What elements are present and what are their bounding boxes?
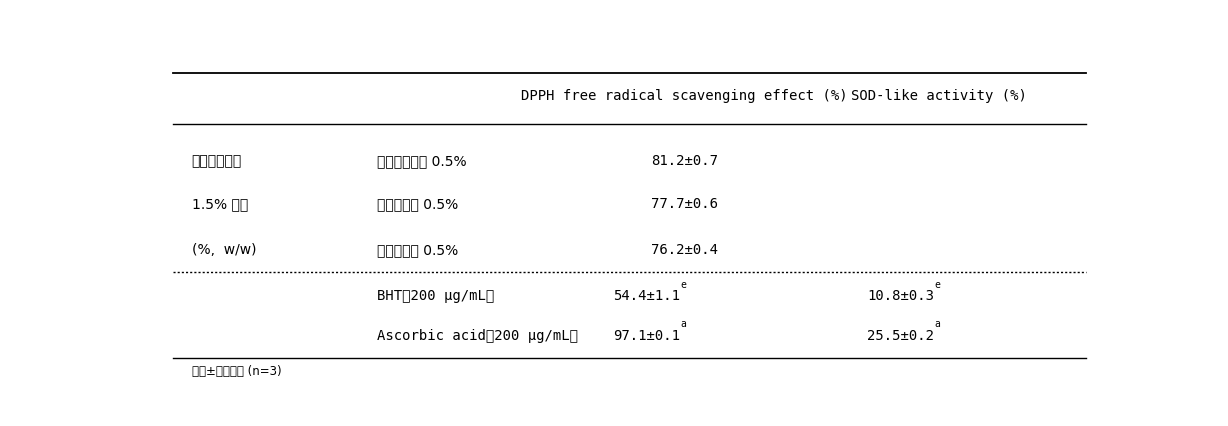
Text: (%,  w/w): (%, w/w) (192, 242, 257, 256)
Text: e: e (680, 279, 686, 289)
Text: e: e (935, 279, 941, 289)
Text: 54.4±1.1: 54.4±1.1 (613, 288, 680, 302)
Text: 76.2±0.4: 76.2±0.4 (651, 242, 718, 256)
Text: 10.8±0.3: 10.8±0.3 (867, 288, 935, 302)
Text: 25.5±0.2: 25.5±0.2 (867, 328, 935, 342)
Text: DPPH free radical scavenging effect (%): DPPH free radical scavenging effect (%) (521, 89, 847, 102)
Text: SOD-like activity (%): SOD-like activity (%) (851, 89, 1027, 102)
Text: 폙양파농축액: 폙양파농축액 (192, 154, 242, 168)
Text: Ascorbic acid（200 μg/mL）: Ascorbic acid（200 μg/mL） (377, 328, 578, 342)
Text: a: a (935, 318, 941, 328)
Text: 평균±표준편차 (n=3): 평균±표준편차 (n=3) (192, 365, 281, 377)
Text: a: a (680, 318, 686, 328)
Text: 97.1±0.1: 97.1±0.1 (613, 328, 680, 342)
Text: 81.2±0.7: 81.2±0.7 (651, 154, 718, 168)
Text: 사과농축액 0.5%: 사과농축액 0.5% (377, 197, 458, 210)
Text: 1.5% 기준: 1.5% 기준 (192, 197, 248, 210)
Text: BHT（200 μg/mL）: BHT（200 μg/mL） (377, 288, 495, 302)
Text: 77.7±0.6: 77.7±0.6 (651, 197, 718, 210)
Text: 매실농축액 0.5%: 매실농축액 0.5% (377, 242, 458, 256)
Text: 폙양파농축액 0.5%: 폙양파농축액 0.5% (377, 154, 467, 168)
